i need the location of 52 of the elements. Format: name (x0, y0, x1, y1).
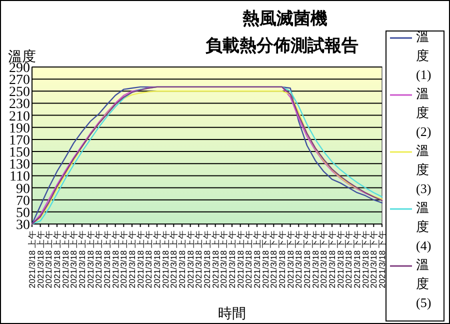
x-tick-label: 2021/3/18 上午 (77, 230, 87, 288)
x-tick-label: 2021/3/18 下午 (285, 230, 296, 288)
x-tick-label: 2021/3/18 下午 (277, 230, 287, 288)
legend-label: 溫度(5) (416, 257, 432, 310)
x-tick-label: 2021/3/18 上午 (252, 230, 262, 288)
x-tick-label: 2021/3/18 下午 (294, 230, 304, 288)
x-tick-label: 2021/3/18 上午 (152, 230, 162, 288)
x-tick-label: 2021/3/18 上午 (27, 230, 37, 288)
legend-label: 溫度(2) (416, 86, 432, 139)
x-tick-label: 2021/3/18 上午 (94, 230, 104, 288)
x-tick-label: 2021/3/18 下午 (360, 230, 370, 288)
x-tick-label: 2021/3/18 下午 (352, 230, 362, 288)
x-tick-label: 2021/3/18 下午 (344, 230, 354, 288)
x-tick-label: 2021/3/18 上午 (52, 230, 62, 288)
legend-label: 溫度(3) (416, 143, 432, 196)
x-tick-label: 2021/3/18 下午 (260, 230, 270, 288)
x-tick-label: 2021/3/18 下午 (377, 230, 387, 288)
x-tick-label: 2021/3/18 上午 (235, 230, 246, 288)
x-tick-label: 2021/3/18 上午 (85, 230, 96, 288)
x-tick-label: 2021/3/18 上午 (177, 230, 187, 288)
x-tick-label: 2021/3/18 上午 (144, 230, 154, 288)
x-tick-label: 2021/3/18 上午 (60, 230, 70, 288)
x-tick-label: 2021/3/18 下午 (310, 230, 320, 288)
x-tick-label: 2021/3/18 上午 (218, 230, 229, 288)
x-tick-label: 2021/3/18 上午 (244, 230, 254, 288)
x-tick-label: 2021/3/18 上午 (185, 230, 196, 288)
x-tick-label: 2021/3/18 上午 (35, 230, 46, 288)
x-tick-label: 2021/3/18 下午 (268, 230, 279, 288)
x-tick-label: 2021/3/18 下午 (302, 230, 312, 288)
x-tick-label: 2021/3/18 下午 (318, 230, 329, 288)
x-tick-label: 2021/3/18 下午 (327, 230, 337, 288)
x-tick-label: 2021/3/18 上午 (135, 230, 146, 288)
y-tick-label: 290 (9, 61, 30, 76)
x-tick-label: 2021/3/18 上午 (102, 230, 112, 288)
y-tick-label: 30 (16, 218, 30, 233)
chart-title: 熱風滅菌機 (242, 9, 328, 28)
x-tick-label: 2021/3/18 上午 (202, 230, 212, 288)
legend-label: 溫度(4) (416, 200, 432, 253)
x-tick-label: 2021/3/18 上午 (118, 230, 129, 288)
x-tick-label: 2021/3/18 上午 (210, 230, 220, 288)
x-tick-label: 2021/3/18 上午 (44, 230, 54, 288)
x-tick-label: 2021/3/18 上午 (227, 230, 237, 288)
chart-subtitle: 負載熱分佈測試報告 (206, 36, 358, 55)
x-tick-label: 2021/3/18 下午 (335, 230, 346, 288)
x-tick-label: 2021/3/18 下午 (368, 230, 379, 288)
x-tick-label: 2021/3/18 上午 (194, 230, 204, 288)
x-tick-label: 2021/3/18 上午 (168, 230, 179, 288)
x-tick-label: 2021/3/18 上午 (127, 230, 137, 288)
x-tick-label: 2021/3/18 上午 (160, 230, 170, 288)
x-tick-label: 2021/3/18 上午 (68, 230, 79, 288)
x-tick-label: 2021/3/18 上午 (110, 230, 120, 288)
x-axis-title: 時間 (218, 306, 246, 322)
